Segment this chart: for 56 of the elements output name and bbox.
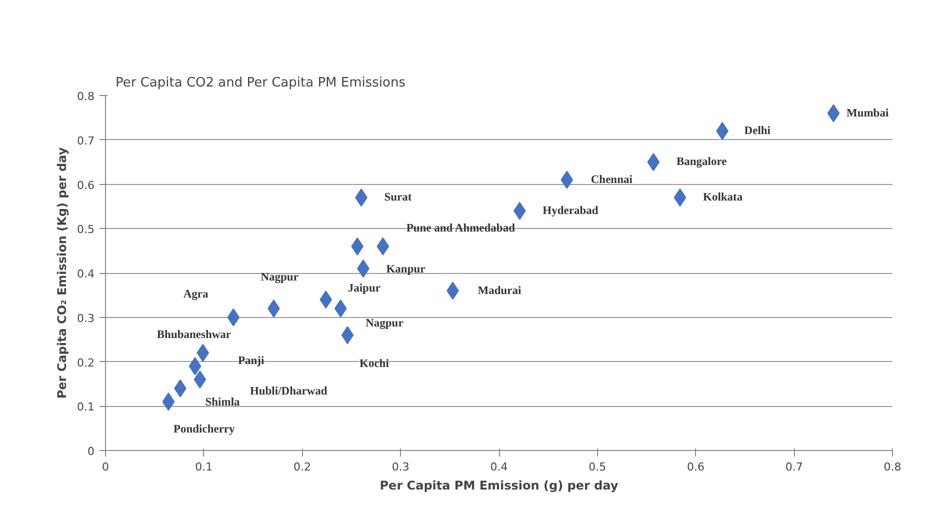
text: Mumbai xyxy=(846,107,889,120)
y-tick-label: 0.1 xyxy=(77,400,95,414)
text: Bangalore xyxy=(676,156,727,168)
point xyxy=(351,237,364,256)
text: Nagpur xyxy=(366,318,404,330)
y-tick-label: 0.3 xyxy=(77,312,95,325)
point xyxy=(827,104,840,122)
x-axis-title: Per Capita PM Emission (g) per day xyxy=(380,478,618,492)
y-tick-label: 0.6 xyxy=(77,178,95,192)
x-tick-label: 0.1 xyxy=(195,460,213,474)
x-tick-label: 0.5 xyxy=(588,460,606,474)
point xyxy=(194,370,206,388)
y-tick-label: 0.5 xyxy=(77,223,95,236)
x-tick-label: 0.6 xyxy=(687,460,705,474)
y-tick-label: 0 xyxy=(88,445,94,458)
x-tick-label: 0.2 xyxy=(294,460,312,474)
point xyxy=(674,188,686,207)
point xyxy=(376,237,390,256)
text: Madurai xyxy=(478,284,522,297)
text: Kolkata xyxy=(703,192,743,204)
point xyxy=(560,170,574,189)
x-tick-label: 0 xyxy=(102,460,109,474)
chart-title: Per Capita CO2 and Per Capita PM Emissions xyxy=(116,76,406,90)
point xyxy=(196,344,210,362)
point xyxy=(334,300,347,318)
text: Shimla xyxy=(205,396,240,408)
y-axis-title: Per Capita CO₂ Emission (Kg) per day xyxy=(55,147,70,399)
x-tick-label: 0.4 xyxy=(490,460,508,474)
text: Hyderabad xyxy=(542,204,598,217)
text: Pune and Ahmedabad xyxy=(406,222,515,234)
text: Kanpur xyxy=(386,264,426,276)
point xyxy=(513,202,526,220)
point xyxy=(162,392,175,411)
text: Kochi xyxy=(360,358,389,370)
text: Jaipur xyxy=(348,282,380,295)
text: Nagpur xyxy=(260,272,298,284)
y-tick-label: 0.2 xyxy=(77,356,95,370)
text: Delhi xyxy=(744,125,771,137)
text: Agra xyxy=(183,288,208,300)
text: Chennai xyxy=(590,174,632,186)
text: Pondicherry xyxy=(173,424,235,436)
x-tick-label: 0.7 xyxy=(785,460,803,474)
x-tick-label: 0.3 xyxy=(392,460,410,474)
text: Bhubaneshwar xyxy=(156,328,232,341)
text: Panji xyxy=(238,355,264,368)
y-tick-label: 0.8 xyxy=(77,90,95,103)
y-tick-label: 0.4 xyxy=(77,268,95,280)
text: Hubli/Dharwad xyxy=(250,386,328,398)
x-tick-label: 0.8 xyxy=(884,460,902,474)
point xyxy=(341,326,354,344)
point xyxy=(188,357,202,376)
y-tick-label: 0.7 xyxy=(77,134,95,148)
text: Surat xyxy=(384,192,412,204)
point xyxy=(227,308,240,326)
point xyxy=(647,153,660,172)
point xyxy=(320,290,332,309)
